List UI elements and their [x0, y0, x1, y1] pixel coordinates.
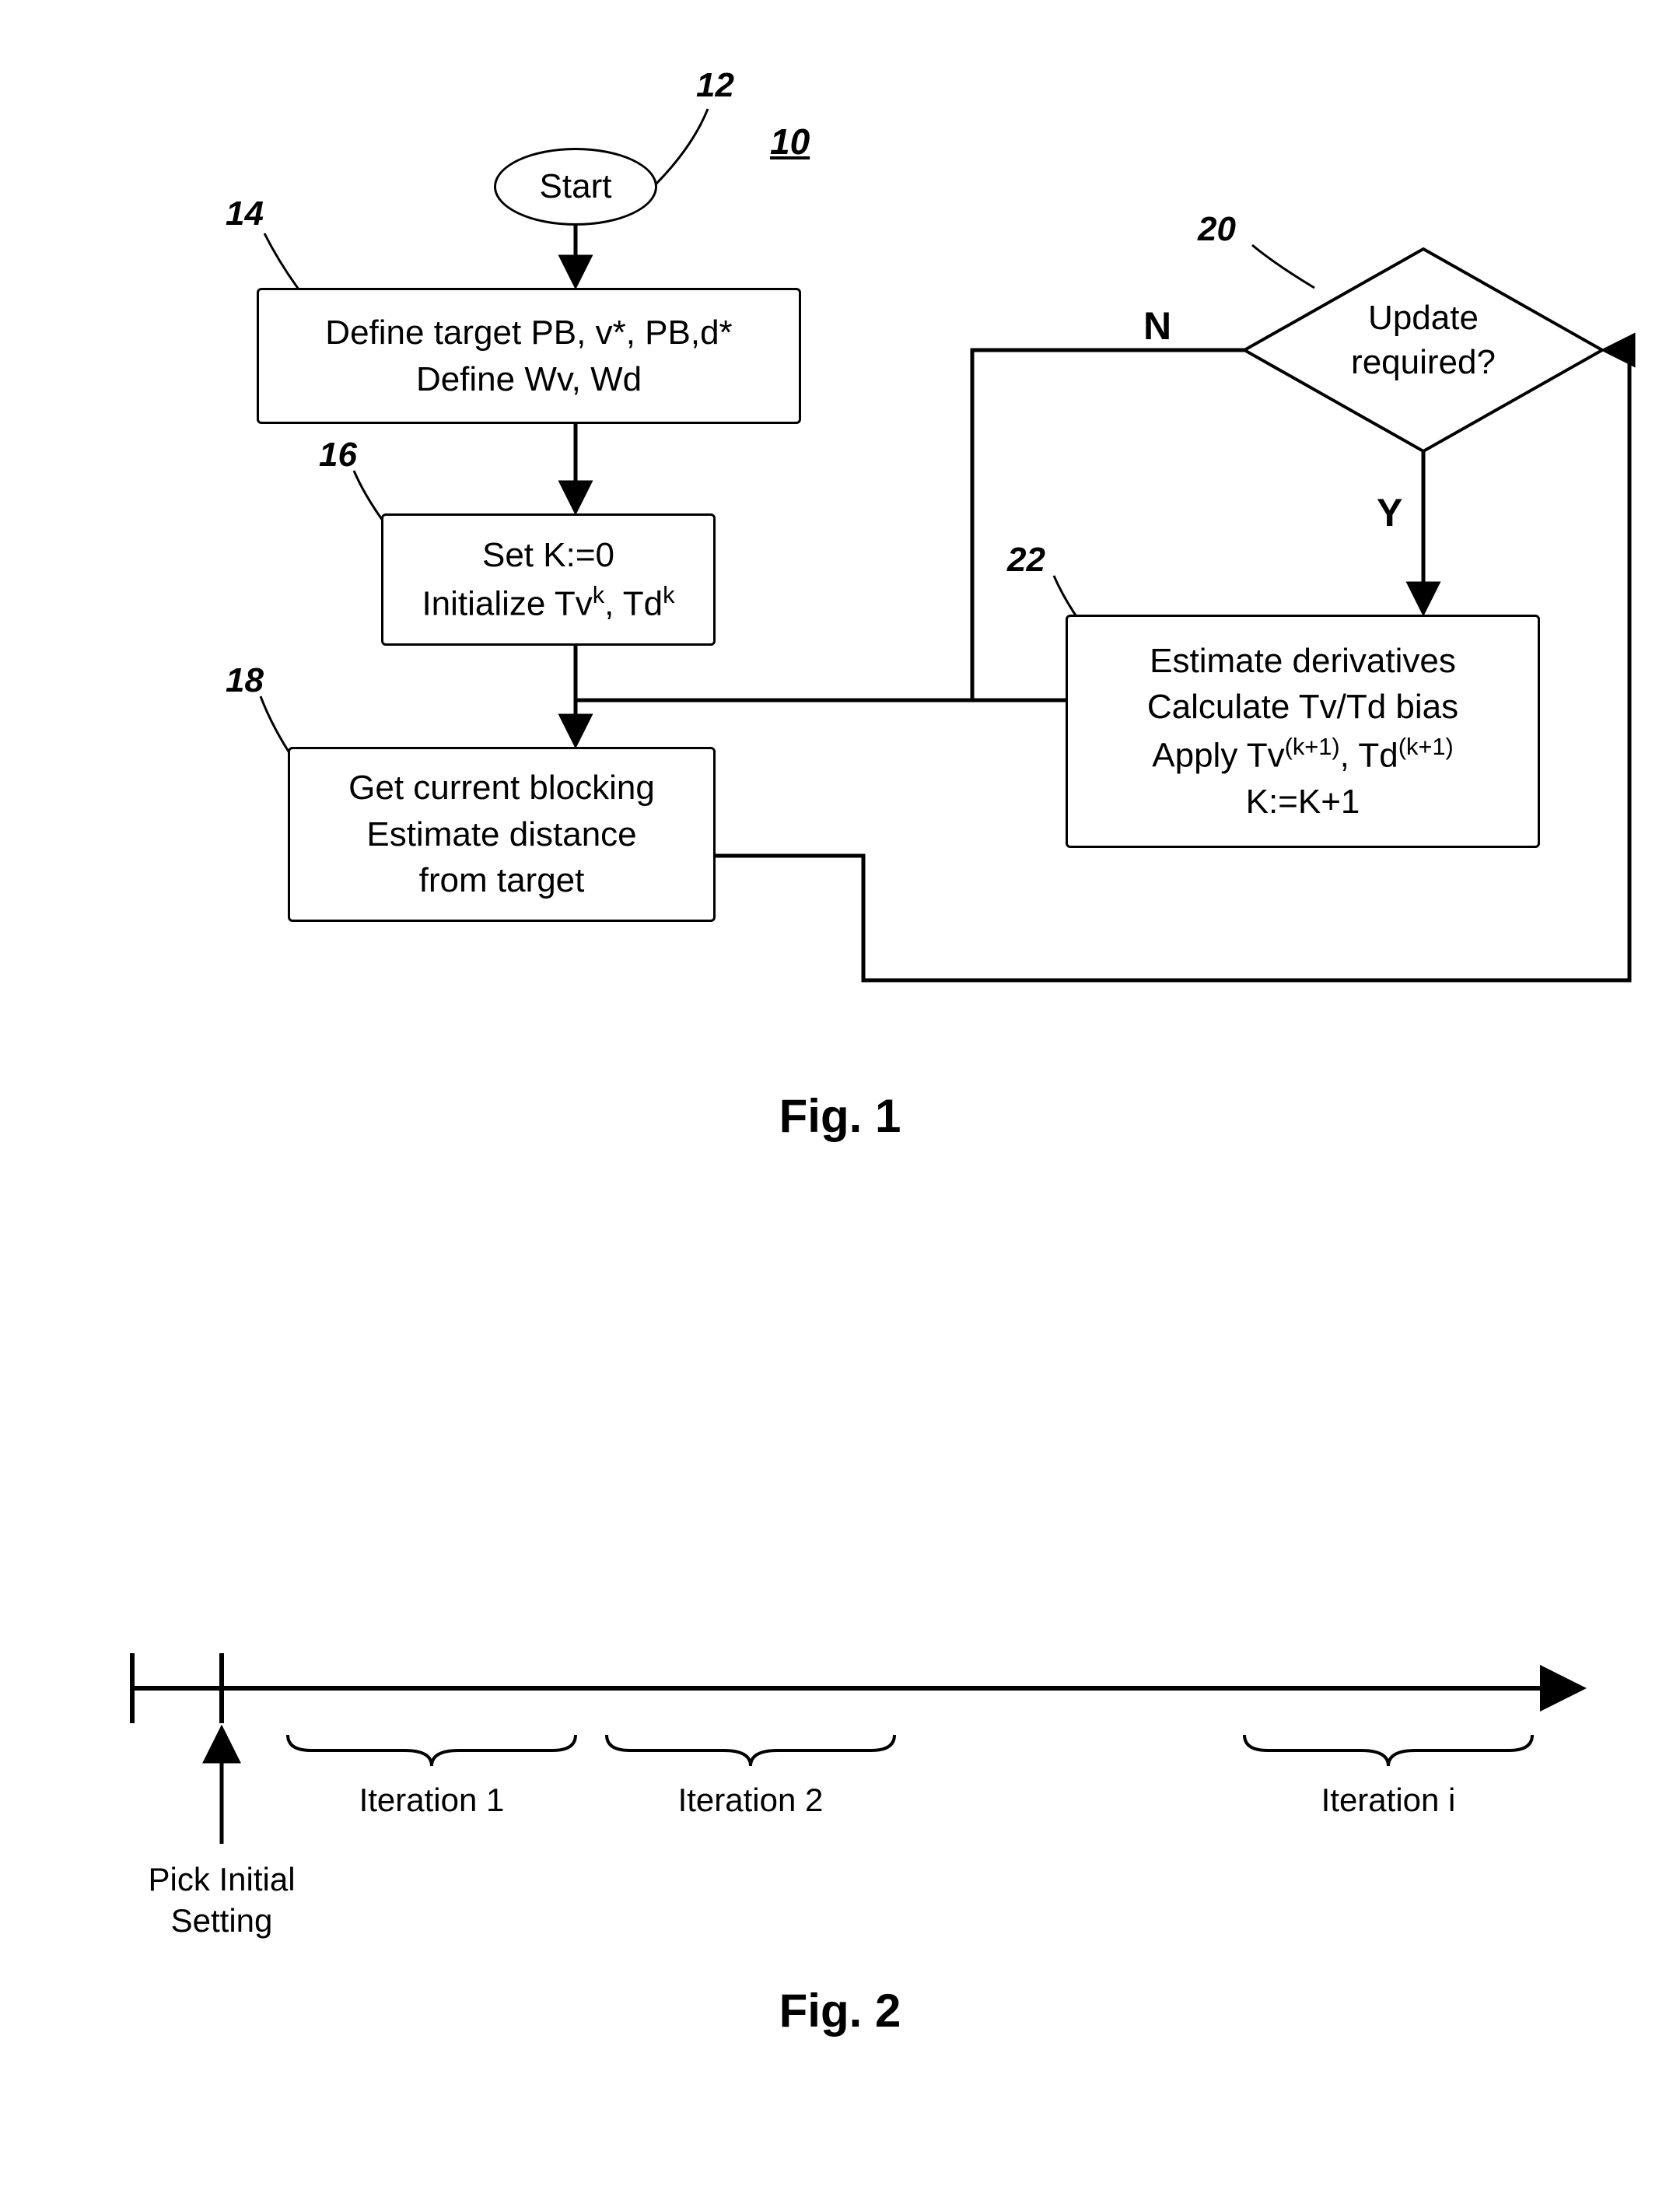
callout-18: 18	[226, 661, 264, 700]
define-node: Define target PB, v*, PB,d* Define Wv, W…	[257, 288, 801, 424]
getblk-line2: Estimate distance	[366, 811, 636, 857]
pick-initial-label: Pick Initial Setting	[117, 1859, 327, 1941]
decision-line1: Update	[1244, 296, 1602, 340]
diagram-number: 10	[770, 121, 810, 163]
init-line1: Set K:=0	[482, 532, 614, 578]
getblk-line1: Get current blocking	[348, 765, 655, 811]
fig1-caption: Fig. 1	[31, 1089, 1649, 1143]
brace-3	[1244, 1735, 1532, 1766]
callout-12-connector	[653, 109, 708, 187]
brace-1	[288, 1735, 576, 1766]
callout-20-connector	[1252, 245, 1314, 288]
callout-22: 22	[1007, 541, 1045, 580]
callout-14-connector	[264, 233, 303, 296]
callout-12: 12	[696, 66, 734, 105]
brace-1-label: Iteration 1	[288, 1782, 576, 1819]
getblk-node: Get current blocking Estimate distance f…	[288, 747, 716, 922]
callout-16: 16	[319, 436, 357, 475]
callout-14: 14	[226, 194, 264, 233]
start-node: Start	[494, 148, 657, 226]
getblk-line3: from target	[419, 857, 585, 903]
estderiv-line1: Estimate derivatives	[1150, 638, 1456, 684]
decision-text: Update required?	[1244, 296, 1602, 384]
callout-20: 20	[1198, 210, 1236, 249]
define-line2: Define Wv, Wd	[416, 356, 642, 402]
decision-line2: required?	[1244, 340, 1602, 384]
page: Start Define target PB, v*, PB,d* Define…	[31, 31, 1649, 2173]
estderiv-line3: Apply Tv(k+1), Td(k+1)	[1152, 731, 1453, 779]
brace-2-label: Iteration 2	[607, 1782, 894, 1819]
init-line2: Initialize Tvk, Tdk	[422, 579, 674, 627]
estderiv-node: Estimate derivatives Calculate Tv/Td bia…	[1066, 615, 1540, 848]
define-line1: Define target PB, v*, PB,d*	[325, 310, 732, 356]
estderiv-line2: Calculate Tv/Td bias	[1147, 684, 1458, 730]
init-node: Set K:=0 Initialize Tvk, Tdk	[381, 513, 716, 646]
brace-3-label: Iteration i	[1244, 1782, 1532, 1819]
fig1-svg	[31, 31, 1649, 1120]
edge-label-no: N	[1143, 303, 1171, 349]
pick-initial-line1: Pick Initial	[117, 1859, 327, 1901]
fig2-caption: Fig. 2	[31, 1984, 1649, 2038]
pick-initial-line2: Setting	[117, 1901, 327, 1942]
start-label: Start	[540, 167, 612, 206]
brace-2	[607, 1735, 894, 1766]
estderiv-line4: K:=K+1	[1246, 779, 1360, 825]
edge-label-yes: Y	[1377, 490, 1402, 535]
